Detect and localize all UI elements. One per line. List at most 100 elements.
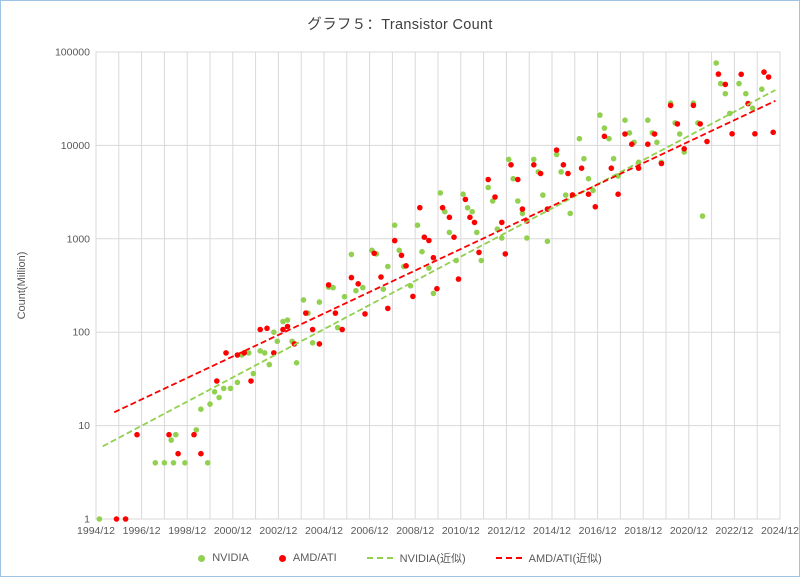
legend-item-nvidia-trend[interactable]: NVIDIA(近似) [366,550,466,566]
amd-ati-point [355,281,362,287]
nvidia-point [309,340,316,346]
nvidia-point [515,198,521,204]
nvidia-point [274,338,281,345]
nvidia-point [585,175,592,182]
legend-label-amd-ati: AMD/ATI [292,552,337,564]
nvidia-point [280,318,286,325]
amd-ati-point [565,170,571,177]
amd-ati-point [674,121,681,127]
nvidia-point [257,348,264,354]
nvidia-point [250,370,257,377]
nvidia-point [519,210,526,217]
legend-item-amd-ati-trend[interactable]: AMD/ATI(近似) [495,550,602,566]
nvidia-point [749,105,756,111]
x-tick-label: 2012/12 [487,525,525,537]
nvidia-point [743,90,749,97]
amd-ati-point [515,176,521,183]
nvidia-point [622,117,628,123]
nvidia-point [246,350,252,356]
amd-ati-point [175,450,181,457]
x-tick-label: 1998/12 [168,525,206,537]
y-tick-label: 100 [72,327,90,339]
legend-label-nvidia-trend: NVIDIA(近似) [399,553,466,565]
x-tick-label: 2020/12 [670,525,708,537]
legend-item-amd-ati[interactable]: AMD/ATI [278,552,337,564]
amd-ati-point [765,74,772,80]
nvidia-point [193,427,200,433]
nvidia-point [220,385,227,392]
amd-ati-point [722,81,729,88]
amd-ati-point [303,310,309,316]
amd-ati-trendline-icon [495,557,522,559]
nvidia-point [266,361,273,368]
legend-item-nvidia[interactable]: NVIDIA [198,552,249,564]
amd-ati-point [608,165,615,171]
nvidia-point [717,80,724,87]
nvidia-point [204,460,211,466]
nvidia-point [430,290,437,297]
nvidia-point [505,156,512,163]
nvidia-point [198,406,204,413]
nvidia-point [360,284,366,291]
nvidia-point [676,131,683,137]
amd-ati-point [592,204,599,210]
amd-ati-point [770,129,776,136]
y-axis-labels: 1 10 100 1000 10000 100000 [55,47,90,526]
amd-ati-point [585,191,592,197]
amd-ati-point [761,69,767,75]
x-tick-label: 2010/12 [442,525,480,537]
x-tick-label: 2024/12 [761,525,799,537]
nvidia-point [271,329,277,336]
amd-ati-point [697,121,703,127]
nvidia-point [216,394,222,401]
nvidia-point [261,350,268,356]
amd-ati-point [492,194,498,200]
nvidia-point [460,191,466,197]
amd-ati-point [284,323,291,330]
amd-ati-point [166,431,172,438]
amd-ati-point [434,285,440,292]
x-tick-label: 2016/12 [579,525,617,537]
amd-ati-point [348,274,355,281]
amd-ati-point [264,325,270,332]
nvidia-point [590,187,596,194]
amd-ati-point [715,71,722,77]
nvidia-point [316,299,323,305]
nvidia-point [713,60,719,66]
amd-ati-point [309,326,316,333]
nvidia-point [161,460,168,466]
nvidia-point [437,190,444,196]
plot-border [95,51,781,520]
amd-ati-point [214,378,220,384]
nvidia-point [182,460,188,466]
amd-ati-point [426,237,432,244]
amd-ati-point [417,204,423,211]
x-tick-label: 1996/12 [123,525,161,537]
amd-ati-point [134,431,140,438]
amd-ati-point [667,102,674,109]
nvidia-point [540,192,546,198]
amd-ati-point [455,276,462,282]
nvidia-point [170,460,177,466]
nvidia-point [385,263,391,270]
trendline-nvidia-trend [102,89,776,448]
legend-label-nvidia: NVIDIA [212,552,249,564]
x-tick-label: 2018/12 [624,525,662,537]
nvidia-point [464,205,471,211]
nvidia-point [576,135,583,142]
amd-ati-point [485,176,492,183]
nvidia-point [531,156,537,163]
nvidia-point [207,401,213,407]
amd-ati-point [430,254,437,261]
nvidia-point [727,110,733,117]
nvidia-point [168,437,174,443]
nvidia-point [544,238,551,245]
amd-ati-point [704,138,710,145]
y-tick-label: 10 [78,420,90,432]
legend: NVIDIA AMD/ATI NVIDIA(近似) AMD/ATI(近似) [1,550,799,566]
amd-ati-point [316,341,323,347]
amd-ati-point [410,293,416,300]
amd-ati-point [280,326,286,333]
y-tick-label: 1 [84,514,90,526]
